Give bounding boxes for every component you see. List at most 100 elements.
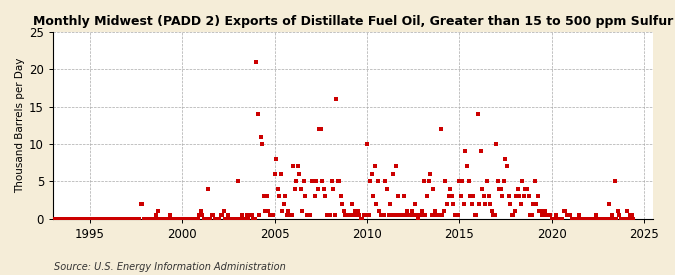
Point (599, 216, 610, 221)
Point (433, 213, 443, 217)
Point (129, 216, 140, 221)
Point (380, 179, 391, 184)
Point (303, 213, 314, 217)
Point (169, 216, 180, 221)
Point (82, 216, 92, 221)
Point (74, 216, 84, 221)
Point (197, 213, 208, 217)
Point (514, 194, 524, 199)
Point (495, 187, 506, 191)
Point (582, 216, 593, 221)
Point (508, 213, 518, 217)
Point (360, 213, 371, 217)
Point (115, 216, 126, 221)
Point (403, 213, 414, 217)
Point (404, 213, 415, 217)
Point (517, 179, 528, 184)
Point (565, 213, 576, 217)
Point (373, 179, 383, 184)
Point (268, 213, 279, 217)
Point (90, 216, 101, 221)
Point (314, 127, 325, 131)
Point (288, 164, 298, 169)
Point (572, 216, 583, 221)
Point (251, 60, 262, 64)
Point (583, 216, 594, 221)
Point (589, 216, 600, 221)
Point (144, 216, 155, 221)
Point (185, 216, 196, 221)
Point (483, 194, 494, 199)
Point (342, 213, 352, 217)
Point (329, 213, 340, 217)
Point (78, 216, 89, 221)
Point (105, 216, 115, 221)
Point (511, 194, 522, 199)
Point (608, 216, 618, 221)
Point (236, 216, 246, 221)
Point (149, 216, 160, 221)
Point (114, 216, 125, 221)
Point (237, 213, 248, 217)
Point (356, 216, 367, 221)
Point (534, 209, 545, 213)
Point (72, 216, 83, 221)
Point (418, 179, 429, 184)
Point (460, 149, 471, 154)
Point (242, 213, 252, 217)
Point (426, 213, 437, 217)
Point (446, 194, 457, 199)
Point (118, 216, 129, 221)
Point (275, 172, 286, 176)
Point (230, 216, 240, 221)
Point (335, 194, 346, 199)
Point (535, 209, 546, 213)
Point (617, 216, 628, 221)
Point (259, 194, 269, 199)
Point (165, 213, 176, 217)
Point (151, 213, 161, 217)
Point (537, 213, 548, 217)
Point (77, 216, 88, 221)
Point (545, 213, 556, 217)
Point (191, 216, 202, 221)
Point (326, 179, 337, 184)
Point (412, 216, 423, 221)
Point (469, 213, 480, 217)
Point (195, 209, 206, 213)
Point (94, 216, 105, 221)
Point (246, 213, 257, 217)
Y-axis label: Thousand Barrels per Day: Thousand Barrels per Day (15, 58, 25, 193)
Point (488, 213, 499, 217)
Point (557, 216, 568, 221)
Point (70, 216, 80, 221)
Point (319, 187, 329, 191)
Point (594, 216, 605, 221)
Point (238, 216, 249, 221)
Point (66, 216, 77, 221)
Point (317, 179, 328, 184)
Point (255, 134, 266, 139)
Point (108, 216, 119, 221)
Point (477, 187, 488, 191)
Point (136, 202, 146, 206)
Point (512, 187, 523, 191)
Point (385, 202, 396, 206)
Point (292, 164, 303, 169)
Point (523, 194, 534, 199)
Point (248, 216, 259, 221)
Point (171, 216, 182, 221)
Point (494, 187, 505, 191)
Point (624, 213, 635, 217)
Point (159, 216, 169, 221)
Point (522, 187, 533, 191)
Point (155, 216, 166, 221)
Point (61, 216, 72, 221)
Point (283, 209, 294, 213)
Point (337, 202, 348, 206)
Point (417, 209, 428, 213)
Point (249, 216, 260, 221)
Point (451, 213, 462, 217)
Point (178, 216, 189, 221)
Point (134, 216, 144, 221)
